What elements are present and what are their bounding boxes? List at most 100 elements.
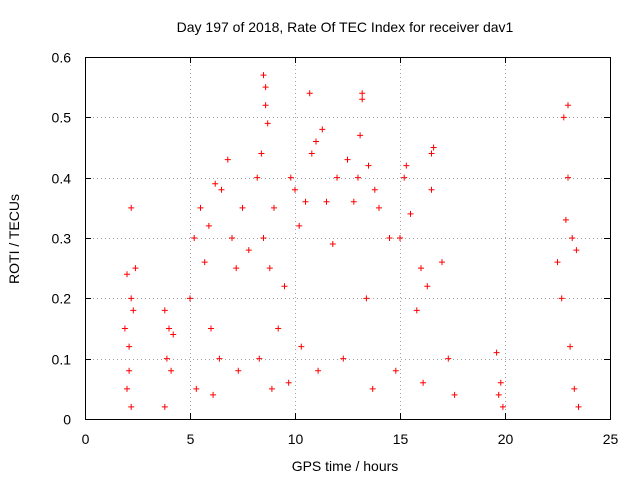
data-point (497, 379, 504, 386)
data-point (285, 379, 292, 386)
data-point (565, 102, 571, 109)
grid-lines (85, 57, 610, 419)
data-point (302, 198, 309, 205)
data-point (193, 385, 200, 392)
data-point (420, 379, 427, 386)
data-point (235, 367, 242, 374)
data-point (424, 283, 431, 290)
data-point (124, 271, 130, 278)
x-tick-label: 20 (498, 431, 514, 447)
data-point (428, 186, 435, 193)
data-point (571, 385, 578, 392)
data-point (128, 295, 135, 302)
data-point (560, 114, 567, 121)
data-point (365, 162, 372, 169)
data-point (239, 204, 246, 211)
data-point (166, 325, 172, 332)
data-point (201, 259, 208, 266)
plot-frame (85, 57, 611, 420)
data-point (224, 156, 231, 163)
data-point (363, 295, 370, 302)
data-point (430, 144, 437, 151)
data-point (212, 180, 219, 187)
data-point (359, 90, 366, 97)
data-point (191, 235, 198, 241)
data-point (350, 198, 357, 205)
data-point (334, 174, 340, 181)
data-point (168, 367, 175, 374)
y-tick-labels: 0 0.1 0.2 0.3 0.4 0.5 0.6 (52, 50, 72, 428)
data-point (258, 150, 265, 157)
data-point (197, 204, 204, 211)
data-point (329, 241, 336, 248)
data-point (163, 355, 170, 362)
data-point (121, 325, 128, 332)
data-point (369, 385, 376, 392)
data-point (161, 307, 168, 314)
data-point (126, 343, 133, 350)
data-point (292, 186, 298, 193)
data-point (493, 349, 500, 356)
data-point (254, 174, 261, 181)
y-tick-label: 0.5 (52, 110, 72, 126)
data-point (260, 72, 267, 79)
data-point (439, 259, 445, 266)
data-point (126, 367, 133, 374)
data-point (392, 367, 399, 374)
data-point (266, 265, 273, 272)
x-tick-label: 5 (187, 431, 195, 447)
y-axis-label: ROTI / TECUs (6, 194, 22, 284)
data-point (256, 355, 263, 362)
data-point (306, 90, 313, 97)
x-axis-label: GPS time / hours (292, 458, 399, 474)
axis-ticks (85, 57, 611, 420)
data-point (558, 295, 565, 302)
x-tick-label: 25 (603, 431, 619, 447)
data-point (340, 355, 347, 362)
data-point (229, 235, 235, 241)
data-point (170, 331, 177, 338)
data-point (567, 343, 574, 350)
y-tick-label: 0.1 (52, 352, 72, 368)
data-point (499, 403, 506, 410)
data-point (315, 367, 322, 374)
y-tick-label: 0.2 (52, 291, 72, 307)
x-tick-labels: 0 5 10 15 20 25 (82, 431, 619, 447)
data-point (313, 138, 319, 145)
data-point (573, 247, 580, 254)
data-point (262, 102, 269, 109)
y-tick-label: 0 (63, 412, 71, 428)
data-point (132, 265, 139, 272)
data-point (130, 307, 137, 314)
data-point (262, 84, 269, 91)
data-point (323, 198, 330, 205)
chart-title: Day 197 of 2018, Rate Of TEC Index for r… (177, 19, 514, 35)
x-tick-label: 10 (288, 431, 304, 447)
data-point (376, 204, 382, 211)
data-point (275, 325, 282, 332)
y-tick-label: 0.4 (52, 171, 72, 187)
data-point (451, 391, 458, 398)
x-tick-label: 0 (82, 431, 90, 447)
data-point (403, 162, 410, 169)
data-point (296, 222, 303, 229)
data-point (428, 150, 435, 157)
data-point (287, 174, 294, 181)
data-point (264, 120, 271, 127)
data-point (161, 403, 168, 410)
data-point (208, 325, 214, 332)
data-point (205, 222, 212, 229)
data-point (569, 235, 576, 241)
data-point (124, 385, 130, 392)
data-point (359, 96, 366, 103)
data-point (260, 235, 267, 241)
data-point (210, 391, 217, 398)
data-point (187, 295, 193, 302)
data-point (245, 247, 252, 254)
data-point (128, 403, 135, 410)
data-point (445, 355, 452, 362)
data-point (216, 355, 223, 362)
data-point (271, 204, 277, 211)
data-point (268, 385, 275, 392)
